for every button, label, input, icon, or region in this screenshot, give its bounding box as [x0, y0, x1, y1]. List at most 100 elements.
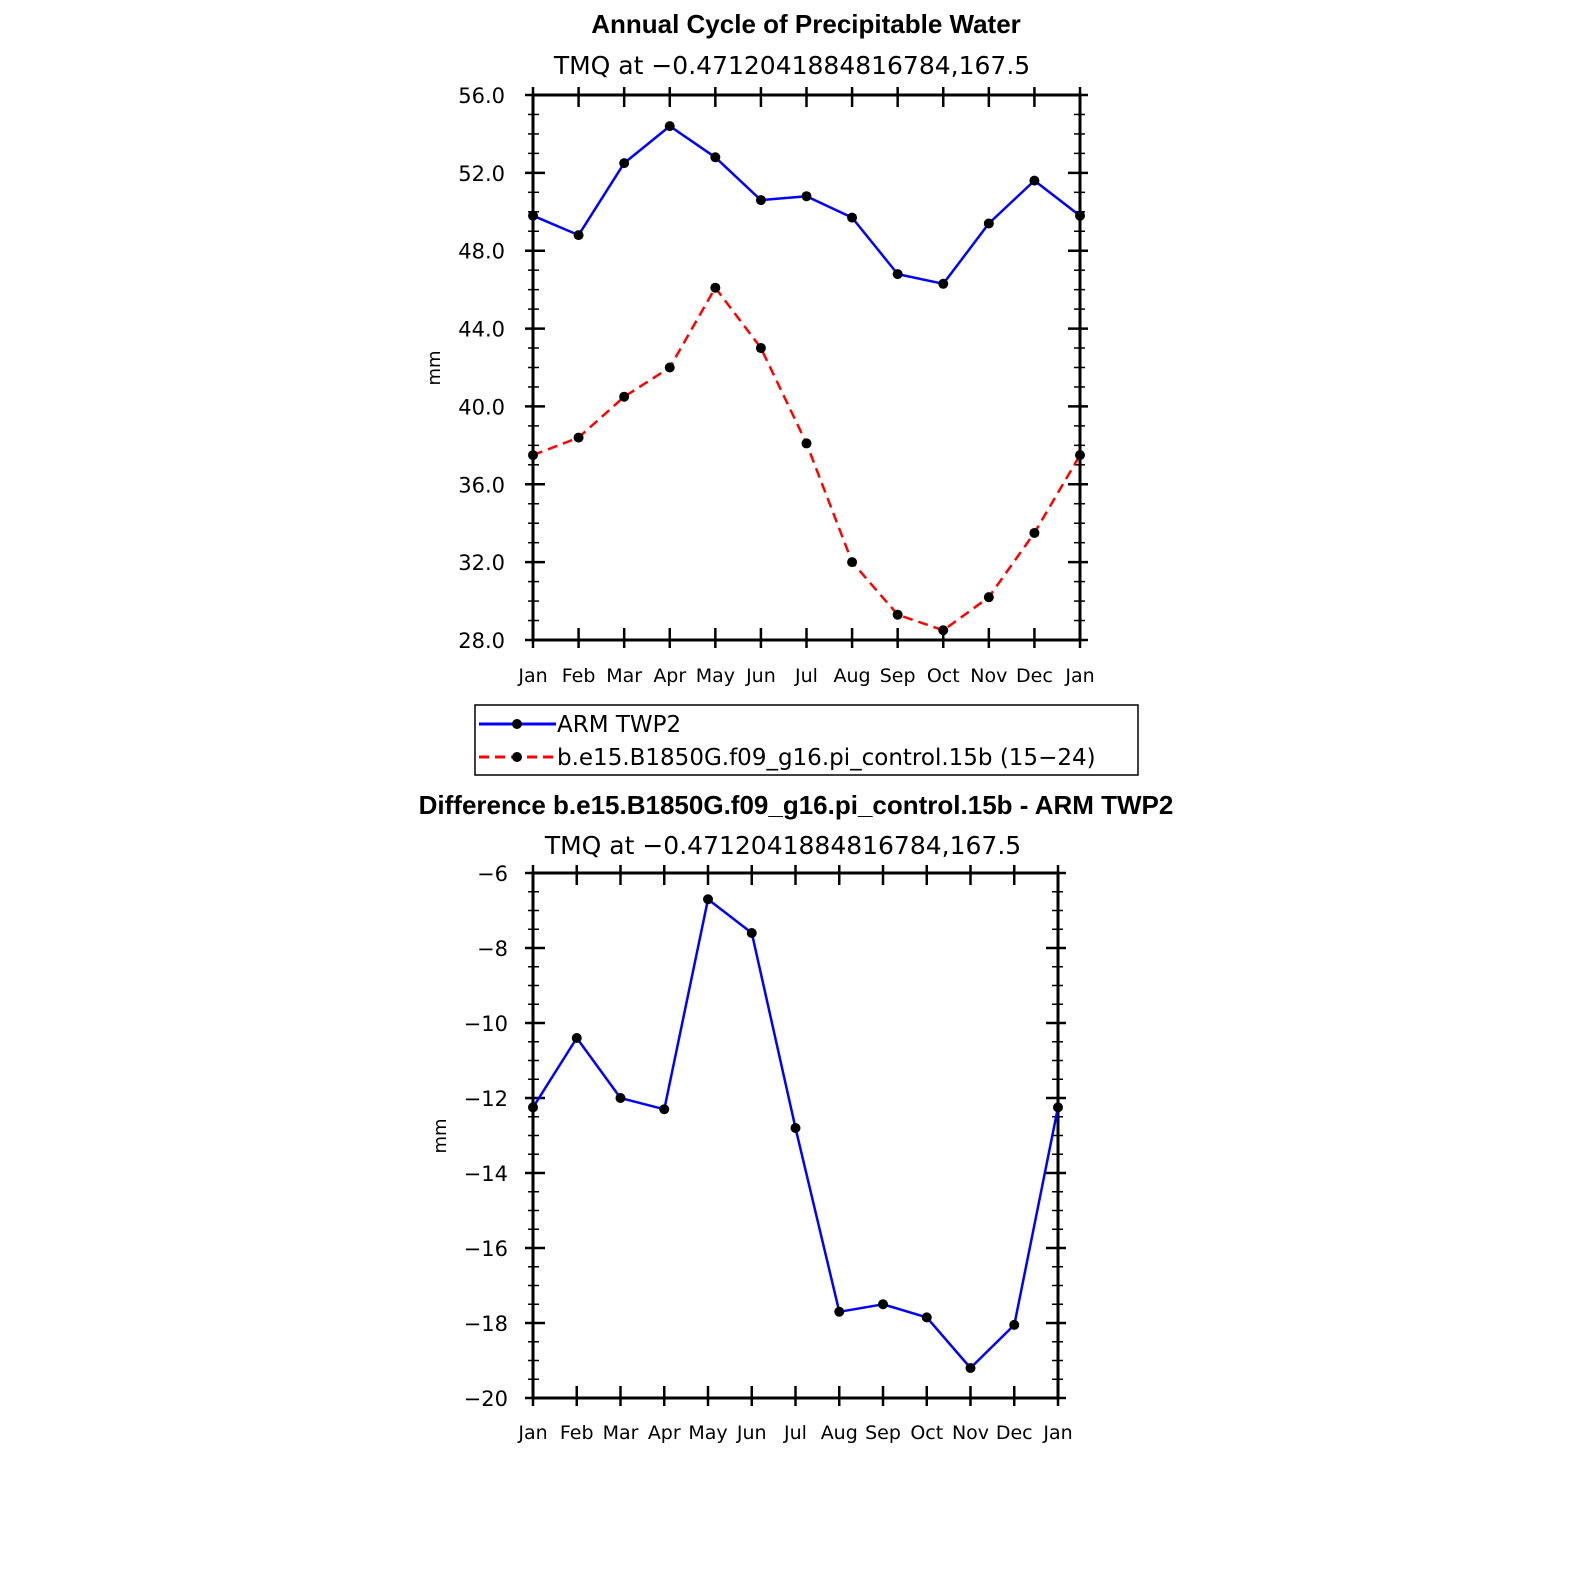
- legend: ARM TWP2 b.e15.B1850G.f09_g16.pi_control…: [474, 704, 1139, 776]
- chart-title: Difference b.e15.B1850G.f09_g16.pi_contr…: [419, 790, 1174, 820]
- legend-label-model: b.e15.B1850G.f09_g16.pi_control.15b (15−…: [557, 745, 1096, 771]
- y-tick-label: −16: [464, 1237, 508, 1261]
- data-point: [1029, 175, 1040, 186]
- y-tick-label: −8: [477, 937, 508, 961]
- x-tick-label: May: [696, 665, 735, 687]
- y-tick-label: 32.0: [458, 551, 505, 575]
- x-tick-label: May: [688, 1422, 727, 1444]
- data-point: [938, 278, 949, 289]
- series-line-1: [532, 286, 1082, 632]
- data-point: [834, 1306, 845, 1317]
- data-point: [615, 1093, 626, 1103]
- y-tick-label: −6: [477, 862, 508, 886]
- x-tick-label: Mar: [603, 1422, 639, 1444]
- data-point: [664, 362, 675, 373]
- x-tick-label: Jan: [517, 1422, 547, 1444]
- x-tick-label: Feb: [562, 665, 596, 687]
- y-tick-label: 56.0: [458, 84, 505, 108]
- data-point: [1009, 1319, 1020, 1330]
- plot-frame: [531, 871, 1060, 1400]
- y-axis-label: mm: [424, 350, 445, 385]
- data-point: [801, 438, 812, 449]
- data-point: [755, 343, 766, 354]
- legend-marker-model: [512, 752, 522, 762]
- x-tick-label: Apr: [653, 665, 686, 687]
- data-point: [619, 391, 630, 402]
- y-tick-label: 28.0: [458, 629, 505, 653]
- data-point: [710, 282, 721, 293]
- x-tick-label: Mar: [606, 665, 642, 687]
- data-point: [938, 625, 949, 636]
- x-tick-label: Aug: [834, 665, 871, 687]
- chart-subtitle: TMQ at −0.4712041884816784,167.5: [544, 831, 1021, 860]
- data-point: [710, 152, 721, 163]
- chart-subtitle: TMQ at −0.4712041884816784,167.5: [553, 51, 1030, 80]
- x-tick-label: Dec: [1016, 665, 1053, 687]
- data-point: [1029, 527, 1040, 538]
- data-point: [528, 1102, 538, 1113]
- x-tick-label: Feb: [560, 1422, 594, 1444]
- data-point: [801, 191, 812, 202]
- data-point: [1053, 1102, 1063, 1113]
- x-tick-label: Dec: [996, 1422, 1033, 1444]
- x-tick-label: Apr: [648, 1422, 681, 1444]
- data-point: [528, 450, 538, 461]
- x-tick-label: Jul: [794, 665, 818, 687]
- x-tick-label: Sep: [865, 1422, 901, 1444]
- y-tick-label: −20: [464, 1387, 508, 1411]
- data-point: [892, 269, 903, 280]
- data-point: [983, 592, 994, 603]
- y-axis-label: mm: [430, 1118, 451, 1153]
- y-tick-label: 36.0: [458, 473, 505, 497]
- data-point: [892, 609, 903, 620]
- x-tick-label: Jun: [745, 665, 776, 687]
- data-point: [755, 195, 766, 206]
- x-tick-label: Nov: [970, 665, 1007, 687]
- chart-title: Annual Cycle of Precipitable Water: [591, 9, 1021, 39]
- x-tick-label: Aug: [821, 1422, 858, 1444]
- y-tick-label: 44.0: [458, 318, 505, 342]
- data-point: [1075, 210, 1085, 221]
- data-point: [703, 894, 713, 905]
- data-point: [878, 1299, 888, 1310]
- chart-annual-cycle: Annual Cycle of Precipitable Water TMQ a…: [424, 9, 1139, 776]
- data-point: [528, 210, 538, 221]
- data-point: [1075, 450, 1085, 461]
- data-point: [847, 557, 858, 568]
- x-tick-label: Jun: [736, 1422, 767, 1444]
- x-tick-label: Jan: [1042, 1422, 1072, 1444]
- x-tick-label: Oct: [910, 1422, 943, 1444]
- data-point: [571, 1033, 582, 1043]
- legend-label-arm: ARM TWP2: [557, 712, 681, 738]
- data-point: [573, 432, 584, 443]
- series-line-0: [531, 898, 1060, 1370]
- x-tick-label: Jan: [1064, 665, 1094, 687]
- y-tick-label: 52.0: [458, 162, 505, 186]
- chart-difference: Difference b.e15.B1850G.f09_g16.pi_contr…: [419, 790, 1174, 1444]
- series-line-0: [532, 124, 1081, 286]
- y-tick-label: −10: [464, 1012, 508, 1036]
- data-point: [983, 218, 994, 229]
- legend-box: [474, 704, 1139, 776]
- x-tick-label: Sep: [880, 665, 916, 687]
- data-point: [847, 212, 858, 223]
- plot-area: Jan Feb Mar Apr May Jun Jul Aug Sep Oct Nov Dec Jan 2…: [458, 84, 1094, 687]
- y-tick-label: 40.0: [458, 395, 505, 419]
- plot-area: Jan Feb Mar Apr May Jun Jul Aug Sep Oct Nov Dec Jan−…: [464, 862, 1073, 1444]
- data-point: [790, 1123, 801, 1133]
- data-point: [965, 1363, 976, 1373]
- y-tick-label: 48.0: [458, 240, 505, 264]
- data-point: [619, 158, 630, 169]
- y-tick-label: −18: [464, 1312, 508, 1336]
- data-point: [573, 230, 584, 241]
- x-tick-label: Oct: [927, 665, 960, 687]
- data-point: [746, 928, 757, 938]
- legend-marker-arm: [512, 719, 522, 729]
- x-tick-label: Jan: [517, 665, 547, 687]
- data-point: [921, 1312, 932, 1323]
- y-tick-label: −12: [464, 1087, 508, 1111]
- data-point: [659, 1104, 670, 1115]
- x-tick-label: Nov: [952, 1422, 989, 1444]
- data-point: [664, 121, 675, 132]
